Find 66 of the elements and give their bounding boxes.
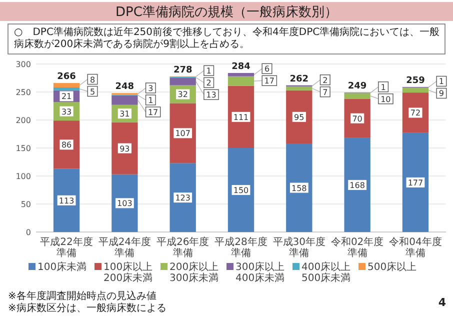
data-label: 158 [292, 184, 307, 193]
data-label: 93 [120, 144, 130, 154]
data-label: 95 [294, 112, 304, 122]
data-label: 150 [233, 186, 249, 195]
data-label: 1 [438, 77, 444, 86]
data-label: 1 [380, 82, 386, 92]
data-label: 9 [438, 89, 444, 98]
data-label: 107 [175, 129, 190, 138]
data-label: 6 [264, 64, 270, 74]
data-label: 8 [90, 75, 96, 84]
data-label: 1 [148, 96, 154, 105]
data-label: 168 [350, 180, 365, 190]
data-label: 123 [175, 194, 190, 203]
data-label: 10 [380, 94, 391, 104]
data-label: 3 [148, 84, 154, 93]
data-label: 70 [352, 114, 362, 124]
legend-label: 100床以上 200床未満 [104, 261, 153, 284]
data-label: 113 [58, 196, 74, 206]
x-tick-label: 令和02年度準備 [330, 236, 384, 259]
data-label: 2 [206, 78, 212, 88]
y-tick-label: 100 [16, 172, 31, 181]
total-label: 249 [348, 82, 367, 92]
data-label: 72 [410, 108, 421, 118]
data-label: 111 [233, 112, 249, 122]
data-label: 177 [408, 178, 424, 188]
y-tick-label: 0 [26, 228, 31, 237]
data-label: 33 [61, 107, 72, 116]
y-tick-label: 300 [16, 60, 31, 69]
x-tick-label: 平成30年度準備 [272, 236, 326, 259]
chart-subtitle: ○ DPC準備病院数は近年250前後で推移しており、令和4年度DPC準備病院においては、一般病床数が200床未満である病院が9割以上を占める。 [14, 26, 440, 50]
total-label: 278 [173, 65, 192, 76]
data-label: 5 [90, 87, 96, 96]
y-tick-label: 150 [16, 144, 31, 153]
total-label: 259 [406, 76, 425, 86]
text: ※各年度調査開始時点の見込み値 [8, 290, 156, 302]
total-label: 266 [57, 72, 76, 82]
data-label: 21 [61, 92, 72, 102]
data-label: 7 [322, 88, 328, 97]
chart-title: DPC準備病院の規模（一般病床数別） [116, 5, 338, 20]
legend-label: 100床未満 [38, 261, 87, 273]
data-label: 32 [178, 90, 188, 100]
x-tick-label: 平成22年度準備 [40, 236, 93, 259]
y-tick-label: 200 [16, 116, 31, 125]
total-label: 284 [232, 62, 250, 72]
legend-label: 500床以上 [368, 261, 417, 273]
total-label: 262 [290, 74, 309, 84]
legend-label: 400床以上 500床未満 [302, 261, 351, 284]
data-label: 2 [322, 76, 328, 85]
data-label: 86 [61, 140, 72, 150]
x-tick-label: 平成26年度準備 [156, 236, 210, 259]
y-tick-label: 250 [16, 88, 31, 97]
total-label: 248 [115, 82, 134, 92]
x-tick-label: 令和04年度準備 [389, 236, 442, 259]
data-label: 103 [117, 199, 132, 208]
data-label: 13 [206, 90, 216, 100]
text: ※病床数区分は、一般病床数による [8, 302, 166, 314]
text: 4 [438, 296, 446, 309]
data-label: 17 [264, 76, 274, 86]
legend-label: 200床以上 300床未満 [170, 261, 219, 284]
x-tick-label: 平成28年度準備 [214, 236, 268, 259]
y-tick-label: 50 [20, 200, 31, 209]
x-tick-label: 平成24年度準備 [98, 236, 152, 259]
data-label: 31 [120, 110, 130, 119]
data-label: 1 [206, 66, 212, 76]
legend-label: 300床以上 400床未満 [236, 261, 285, 284]
data-label: 17 [148, 108, 158, 117]
